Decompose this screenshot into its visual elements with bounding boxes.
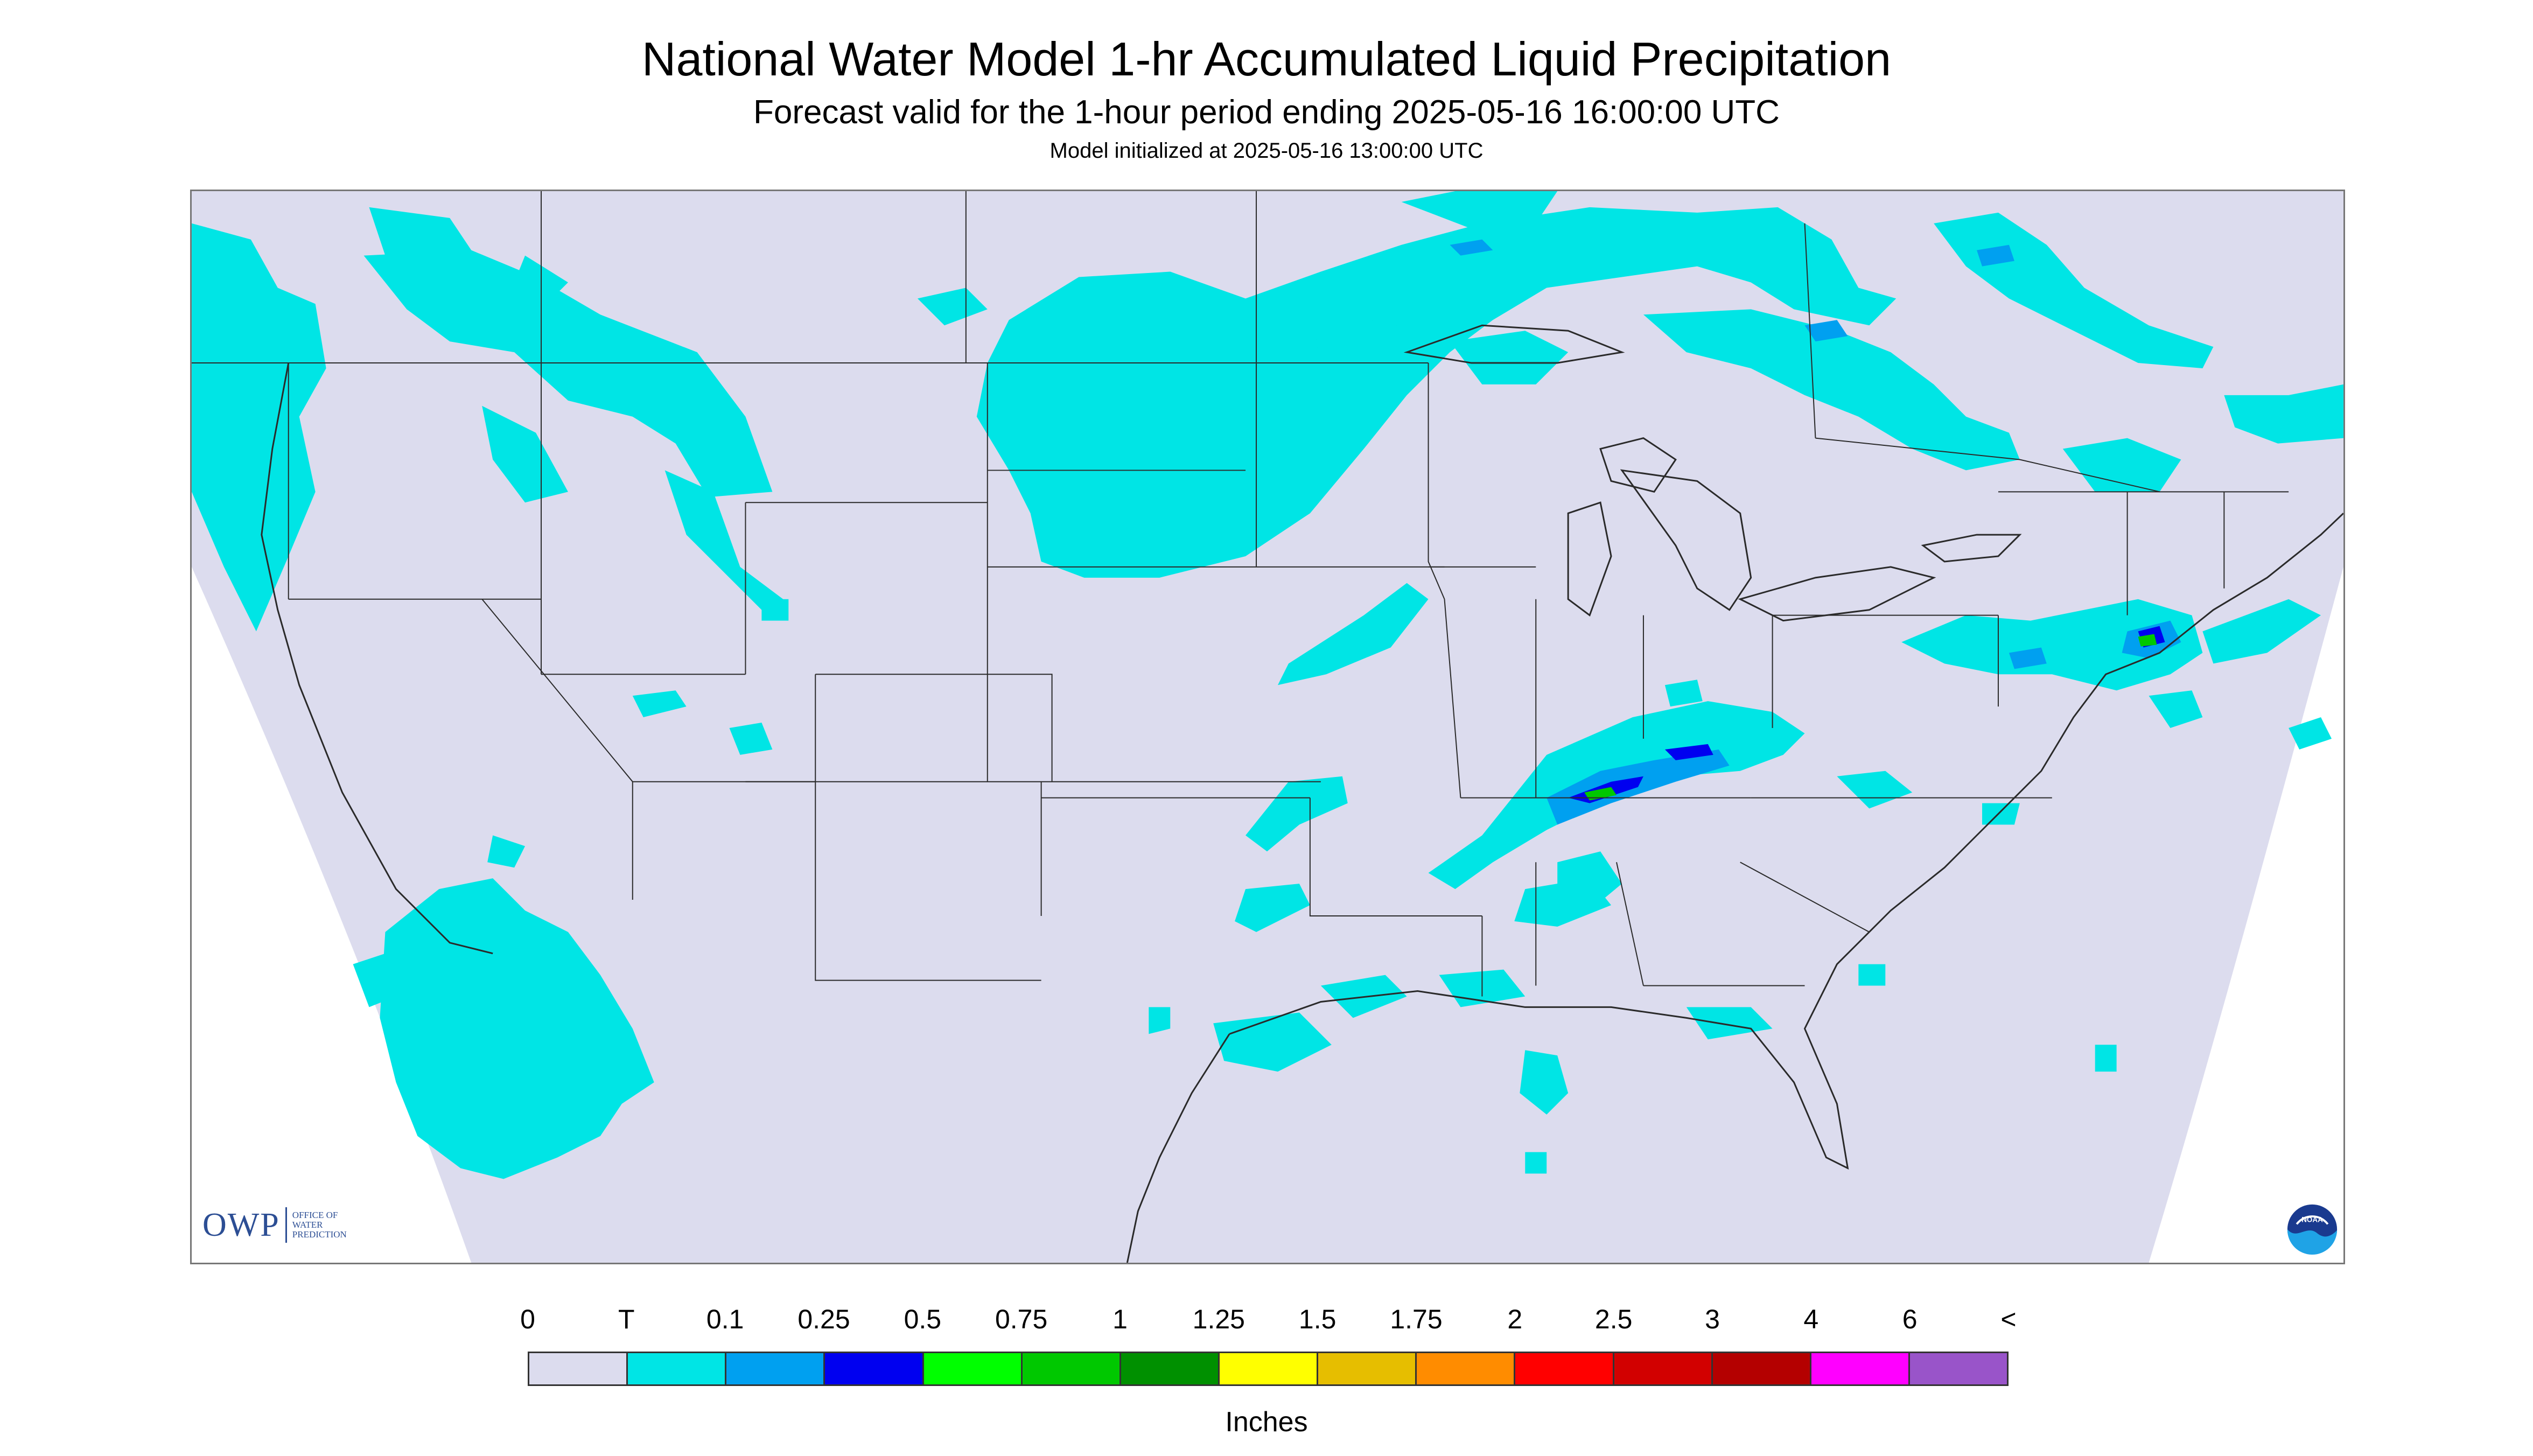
legend-swatch [726,1353,825,1384]
legend-swatch [1219,1353,1319,1384]
legend-swatch [1909,1353,2007,1384]
legend-swatch [529,1353,628,1384]
state-boundaries [192,191,2289,997]
legend-tick-label: 1.5 [1298,1304,1337,1334]
legend-swatch [1318,1353,1417,1384]
trace-precip-areas [192,191,2343,1179]
legend-tick-label: 0.75 [995,1304,1048,1334]
legend-tick-label: 1.25 [1192,1304,1245,1334]
legend-tick-label: 2 [1507,1304,1523,1334]
legend-tick-label: 0 [520,1304,535,1334]
legend-tick-label: 1 [1112,1304,1128,1334]
svg-text:NOAA: NOAA [2301,1216,2323,1224]
map-title: National Water Model 1-hr Accumulated Li… [641,32,1892,86]
legend-swatch [1417,1353,1516,1384]
legend-swatch [1022,1353,1121,1384]
legend-color-bar [528,1352,2009,1386]
owp-logo: OWP Office of Water Prediction [202,1203,347,1247]
coastlines [261,324,2343,1263]
legend-swatch [1121,1353,1220,1384]
legend-swatch [923,1353,1023,1384]
legend-swatch [825,1353,924,1384]
legend-tick-label: 0.5 [904,1304,942,1334]
legend-tick-label: 2.5 [1594,1304,1633,1334]
legend-swatch [1811,1353,1910,1384]
legend-tick-label: 4 [1803,1304,1819,1334]
legend-tick-label: T [618,1304,635,1334]
owp-logo-text: OWP [202,1206,280,1243]
noaa-logo-icon: NOAA [2287,1204,2338,1255]
legend-tick-label: 6 [1902,1304,1918,1334]
precipitation-map: OWP Office of Water Prediction NOAA [190,190,2345,1264]
legend-tick-label: < [2000,1304,2017,1334]
forecast-valid-subtitle: Forecast valid for the 1-hour period end… [753,94,1780,131]
legend-swatch [1515,1353,1614,1384]
precip-legend: 0 T 0.1 0.25 0.5 0.75 1 1.25 1.5 1.75 2 2.5 3 4 6 < [520,1304,2017,1386]
heavy-precip-areas [1584,634,2157,801]
legend-tick-label: 0.1 [706,1304,744,1334]
legend-swatch [1614,1353,1713,1384]
conus-map-svg [192,191,2343,1263]
legend-swatch [1712,1353,1811,1384]
model-init-line: Model initialized at 2025-05-16 13:00:00… [1049,139,1484,163]
legend-tick-label: 1.75 [1390,1304,1443,1334]
owp-logo-divider [285,1207,287,1243]
legend-tick-label: 3 [1705,1304,1720,1334]
owp-logo-subtext: Office of Water Prediction [292,1210,347,1240]
legend-tick-label: 0.25 [797,1304,850,1334]
legend-units-label: Inches [1225,1406,1308,1438]
legend-swatch [628,1353,727,1384]
